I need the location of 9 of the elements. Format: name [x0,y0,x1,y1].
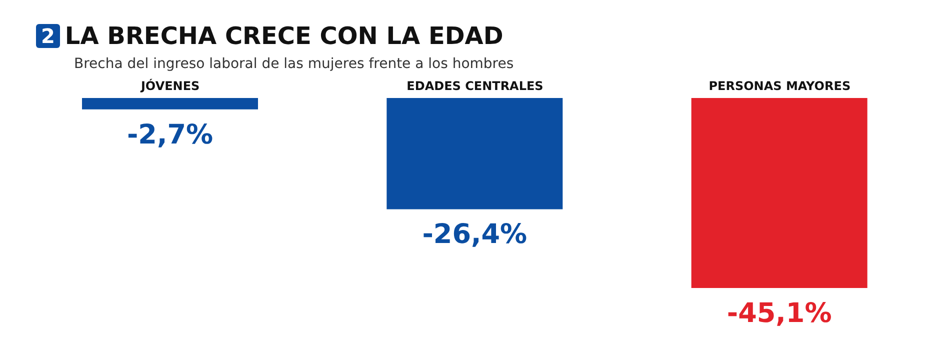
x-tick-label: JÓVENES [140,78,200,93]
data-label: -45,1% [726,298,832,329]
chart-title: LA BRECHA CRECE CON LA EDAD [64,22,504,50]
x-tick-label: PERSONAS MAYORES [708,79,851,93]
data-label: -2,7% [126,119,214,150]
text: 2 [36,24,60,48]
chart-subtitle: Brecha del ingreso laboral de las mujeres frente a los hombres [74,56,515,72]
x-tick-label: EDADES CENTRALES [406,79,544,93]
data-label: -26,4% [422,219,528,250]
